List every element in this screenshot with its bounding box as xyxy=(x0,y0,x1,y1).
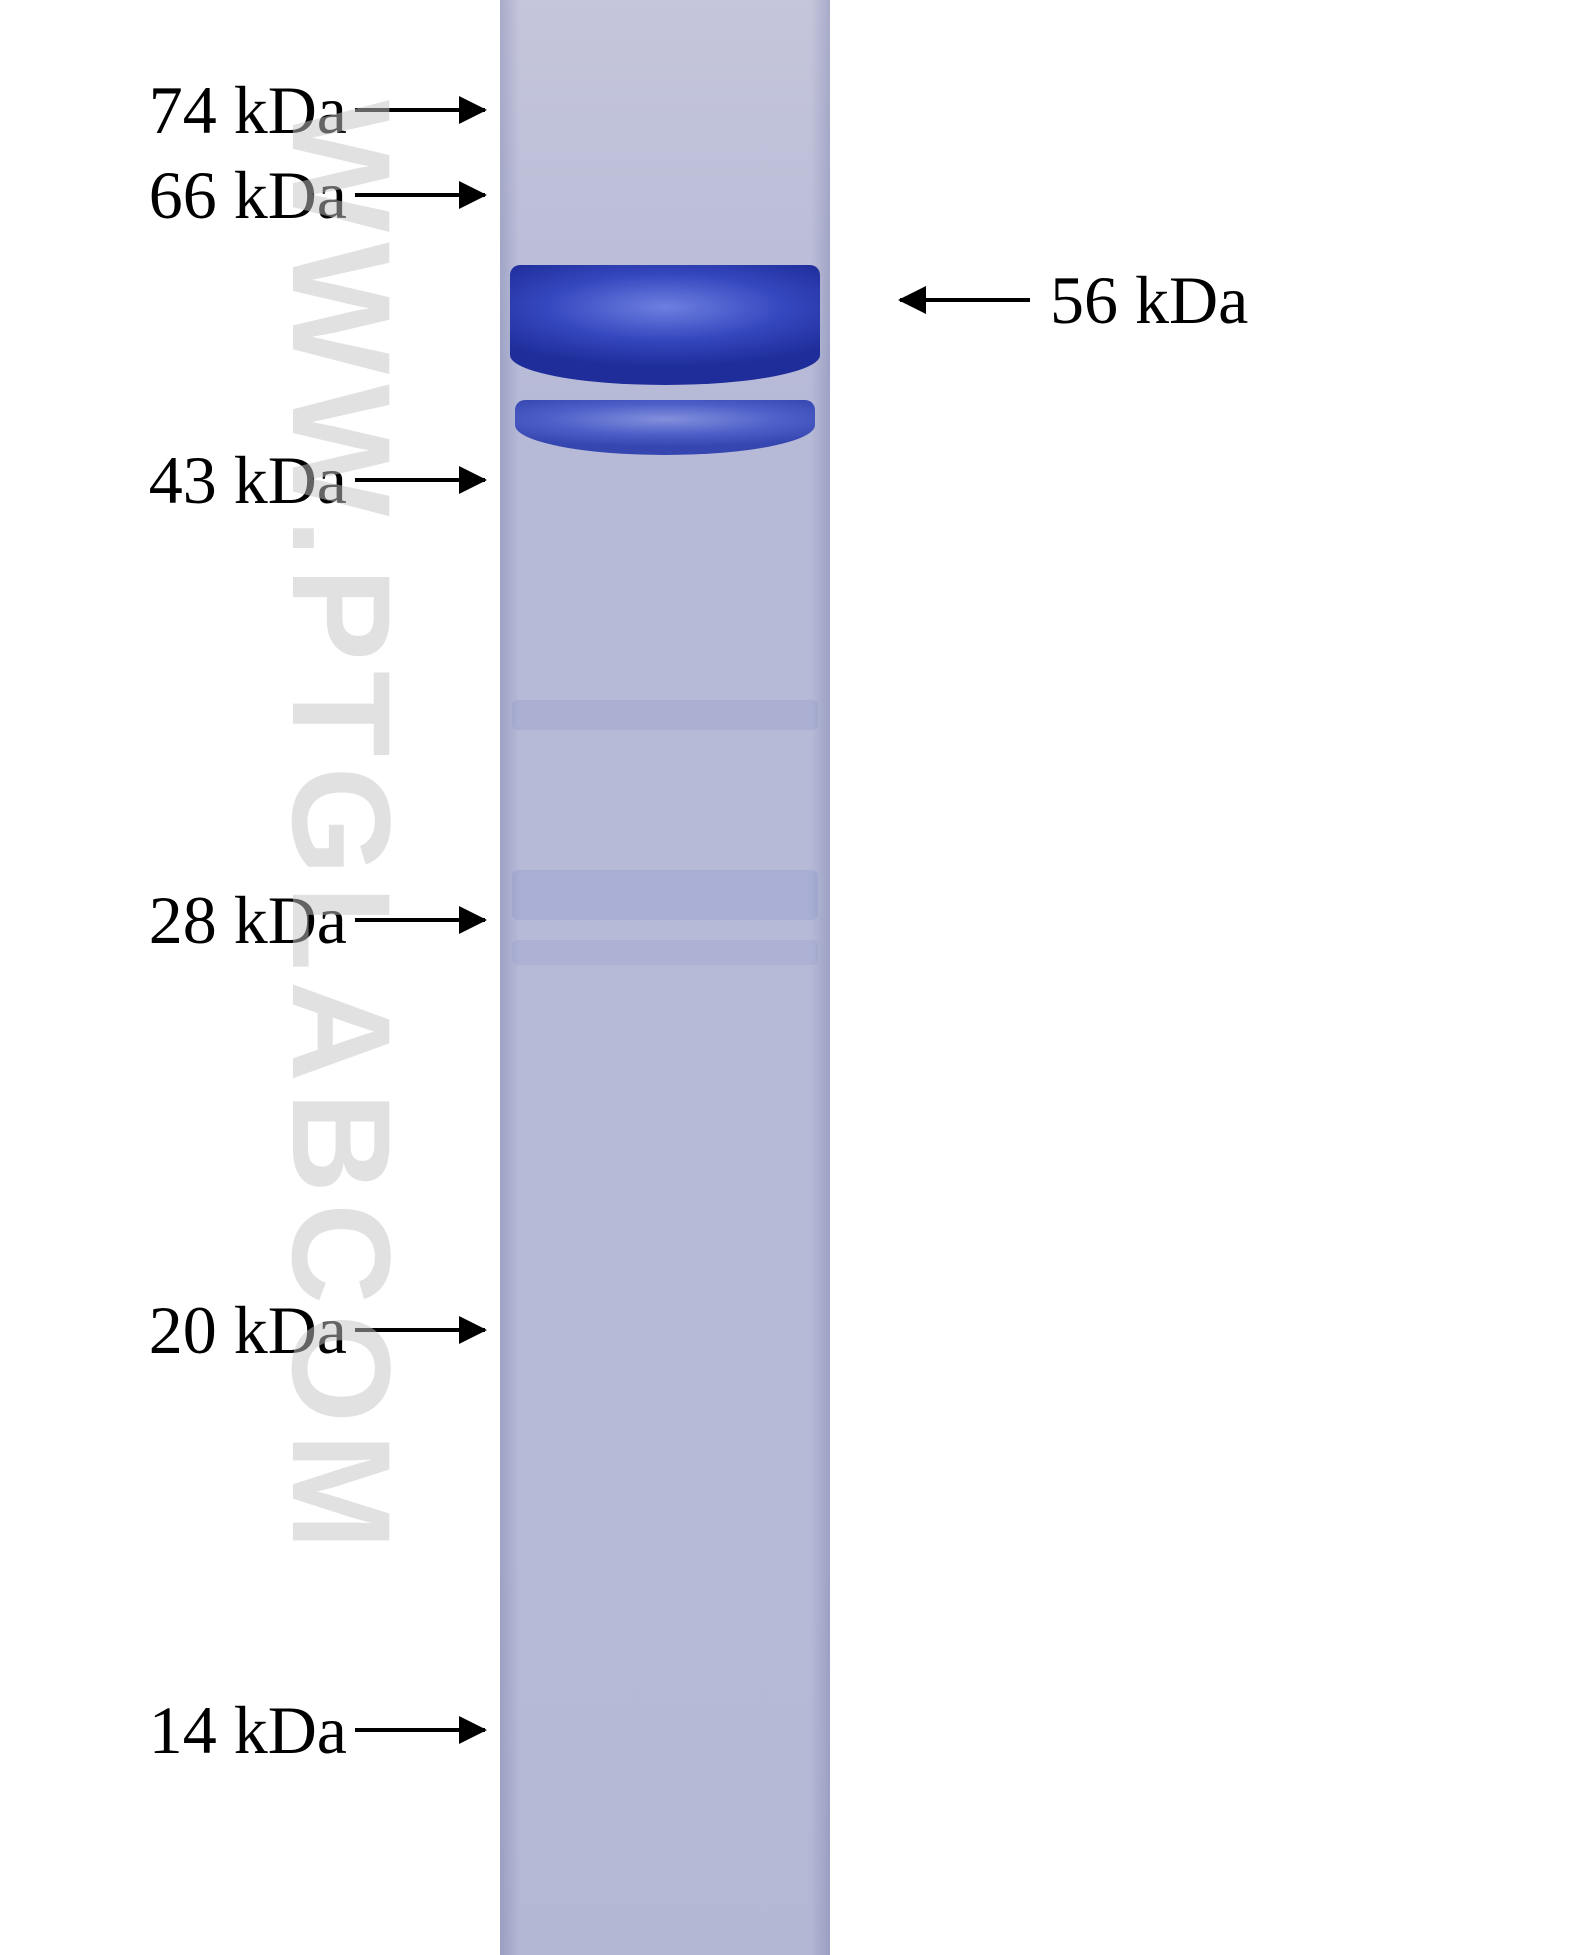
main-band-56kda xyxy=(510,265,820,385)
faint-band-0 xyxy=(512,700,818,730)
target-label-text: 56 kDa xyxy=(1050,261,1248,340)
ladder-label-text: 14 kDa xyxy=(149,1691,347,1770)
faint-band-2 xyxy=(512,940,818,965)
faint-band-1 xyxy=(512,870,818,920)
gel-lane xyxy=(500,0,830,1955)
arrow-right-icon xyxy=(355,1728,485,1732)
target-marker-56: 56 kDa xyxy=(900,260,1248,340)
ladder-marker-14: 14 kDa xyxy=(149,1690,485,1770)
watermark-text: WWW.PTGLABCOM xyxy=(260,100,422,1560)
arrow-left-icon xyxy=(900,298,1030,302)
gel-figure: WWW.PTGLABCOM 74 kDa 66 kDa 43 kDa 28 kD… xyxy=(0,0,1585,1955)
secondary-band xyxy=(515,400,815,455)
